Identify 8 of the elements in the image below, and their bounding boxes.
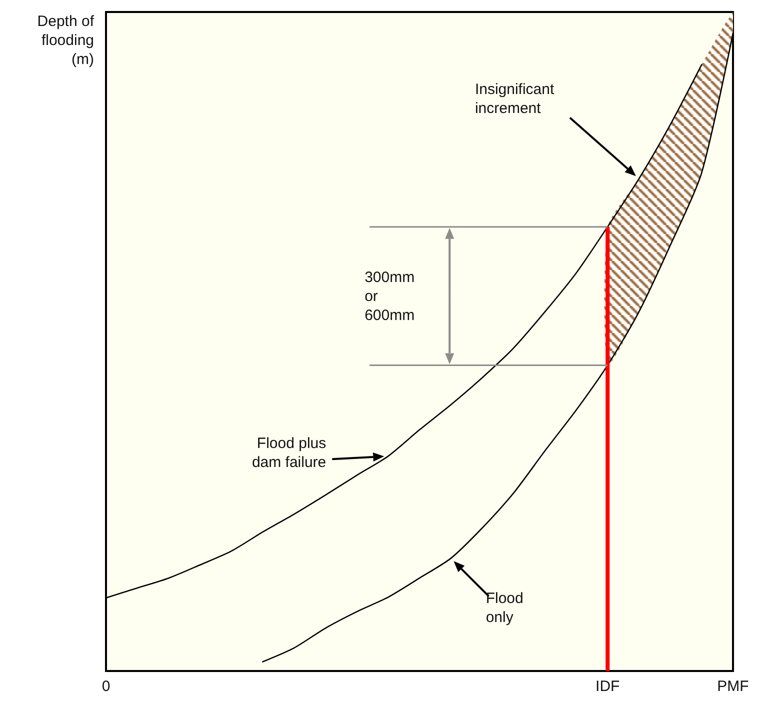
annotation: Flood only — [486, 589, 524, 628]
annotation: 300mm or 600mm — [364, 268, 416, 325]
x-tick-label: PMF — [717, 678, 749, 695]
y-axis-title: Depth of flooding (m) — [36, 12, 94, 69]
x-tick-label: IDF — [596, 678, 620, 695]
annotation: Insignificant increment — [474, 80, 556, 118]
annotation: Flood plus dam failure — [250, 434, 326, 472]
x-tick-label: 0 — [102, 678, 110, 695]
